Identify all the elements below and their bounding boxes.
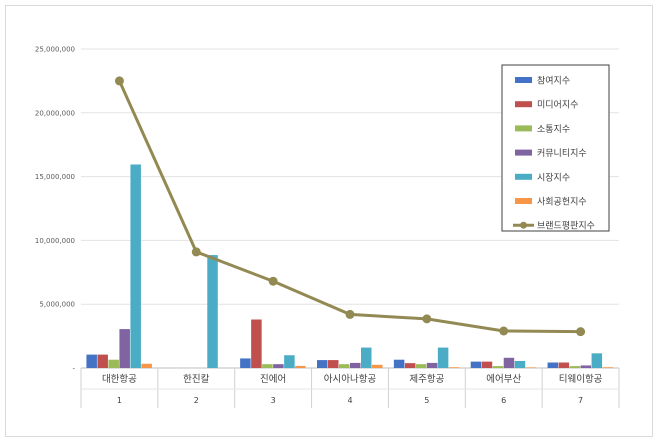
bar-미디어지수 [481, 361, 493, 368]
line-point [576, 327, 586, 337]
x-category-number: 6 [501, 396, 506, 405]
y-tick-label: 5,000,000 [39, 301, 75, 309]
y-tick-label: 20,000,000 [35, 109, 75, 117]
legend-label: 미디어지수 [537, 100, 578, 111]
x-category-number: 2 [194, 396, 199, 405]
bar-커뮤니티지수 [503, 357, 515, 368]
line-point [345, 309, 355, 319]
x-category-label: 진에어 [260, 374, 286, 385]
x-category-label: 제주항공 [409, 374, 444, 385]
bar-커뮤니티지수 [119, 329, 130, 368]
legend-swatch [515, 77, 532, 83]
bar-사회공헌지수 [448, 367, 460, 368]
y-tick-label: 15,000,000 [35, 173, 75, 181]
chart-frame: - 5,000,000 10,000,000 15,000,000 20,000,000… [5, 5, 653, 437]
bar-시장지수 [514, 360, 526, 368]
bar-시장지수 [284, 355, 295, 368]
x-category-number: 3 [271, 396, 276, 405]
legend-label: 소통지수 [537, 124, 570, 135]
bar-참여지수 [86, 354, 97, 368]
bar-시장지수 [130, 164, 141, 368]
y-tick-label: 25,000,000 [35, 46, 75, 54]
bar-참여지수 [317, 360, 328, 368]
legend-label: 브랜드평판지수 [537, 221, 595, 232]
legend-swatch [515, 101, 532, 108]
x-category-label: 대한항공 [102, 374, 137, 385]
bar-미디어지수 [558, 362, 570, 368]
legend-swatch [515, 198, 532, 204]
legend-label: 참여지수 [537, 75, 570, 87]
bar-소통지수 [492, 366, 504, 368]
bar-사회공헌지수 [602, 367, 614, 368]
legend-swatch [515, 149, 532, 156]
x-category-label: 티웨이항공 [559, 373, 603, 385]
legend-label: 커뮤니티지수 [537, 148, 587, 159]
bar-시장지수 [591, 353, 603, 368]
legend-label: 시장지수 [537, 172, 570, 183]
bar-사회공헌지수 [295, 365, 306, 368]
y-tick-label: 10,000,000 [35, 237, 75, 245]
line-point [422, 314, 432, 324]
bar-참여지수 [470, 361, 482, 368]
legend-label: 사회공헌지수 [537, 197, 587, 208]
legend-swatch [515, 173, 532, 180]
line-point [268, 276, 278, 286]
bar-참여지수 [240, 358, 251, 368]
bar-커뮤니티지수 [350, 362, 361, 368]
x-category-number: 1 [117, 396, 122, 405]
line-point [191, 247, 201, 257]
bar-사회공헌지수 [141, 363, 152, 368]
x-category-label: 한진칼 [183, 374, 209, 385]
bar-소통지수 [415, 364, 427, 368]
brand-reputation-chart: - 5,000,000 10,000,000 15,000,000 20,000,000… [35, 46, 620, 408]
bar-미디어지수 [328, 360, 339, 368]
bar-사회공헌지수 [372, 364, 383, 368]
bar-미디어지수 [404, 363, 416, 368]
bar-커뮤니티지수 [273, 364, 284, 368]
bar-커뮤니티지수 [580, 365, 592, 368]
bar-시장지수 [207, 255, 218, 368]
x-category-number: 4 [347, 396, 352, 405]
bar-시장지수 [361, 347, 372, 368]
x-category-number: 5 [424, 396, 429, 405]
bar-미디어지수 [251, 319, 262, 368]
bar-커뮤니티지수 [426, 362, 438, 368]
x-category-number: 7 [578, 396, 583, 405]
bar-미디어지수 [97, 354, 108, 368]
y-tick-label: - [72, 365, 75, 373]
bar-소통지수 [108, 359, 119, 368]
legend-swatch [515, 125, 532, 132]
bar-소통지수 [569, 366, 581, 368]
x-category-label: 아시아나항공 [324, 374, 377, 385]
bar-시장지수 [437, 347, 449, 368]
line-point [114, 76, 124, 86]
bar-소통지수 [339, 364, 350, 368]
x-category-label: 에어부산 [486, 374, 521, 385]
line-point [499, 326, 509, 336]
bar-참여지수 [547, 362, 559, 368]
bar-사회공헌지수 [525, 367, 537, 368]
legend-swatch-marker [520, 221, 527, 229]
bar-참여지수 [393, 359, 405, 368]
bar-소통지수 [262, 364, 273, 368]
